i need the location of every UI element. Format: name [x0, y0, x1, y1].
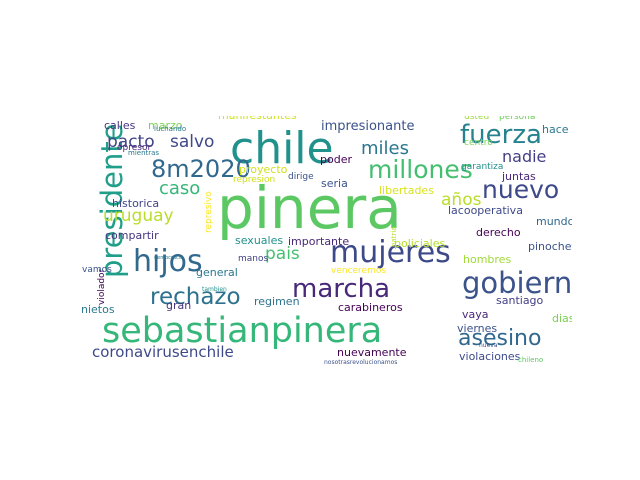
word-pais: pais	[265, 244, 300, 264]
word-patria: patria	[390, 226, 398, 247]
word-miles: miles	[361, 138, 409, 159]
word-tambien: tambien	[202, 286, 227, 293]
word-asesino: asesino	[458, 326, 542, 351]
word-gran: gran	[166, 299, 192, 312]
word-democracia: democracia	[154, 255, 184, 261]
word-salvo: salvo	[170, 132, 215, 152]
word-violador: violador	[97, 268, 107, 305]
word-marzo: marzo	[148, 119, 183, 132]
word-nuevamente: nuevamente	[337, 346, 407, 359]
word-sexuales: sexuales	[235, 234, 284, 247]
word-nadie: nadie	[502, 147, 547, 166]
word-millones: millones	[368, 155, 473, 184]
word-mundo: mundo	[536, 215, 572, 228]
word-coronavirusenchile: coronavirusenchile	[92, 343, 234, 361]
word-8m2020: 8m2020	[151, 155, 251, 183]
word-centro: centro	[464, 138, 493, 148]
word-manos: manos	[238, 254, 269, 264]
word-santiago: santiago	[496, 294, 544, 307]
word-marcha: marcha	[292, 274, 391, 304]
word-fuerza: fuerza	[460, 120, 542, 150]
word-garantiza: garantiza	[461, 162, 504, 172]
word-nietos: nietos	[81, 303, 115, 316]
word-regimen: regimen	[254, 295, 300, 308]
word-juntas: juntas	[502, 170, 536, 183]
word-uruguay: uruguay	[103, 206, 174, 226]
word-viernes: viernes	[457, 322, 498, 335]
word-calles: calles	[104, 119, 136, 132]
word-pacto: pacto	[107, 132, 155, 152]
word-vaya: vaya	[462, 308, 489, 321]
word-policiales: policiales	[394, 237, 446, 250]
word-dirige: dirige	[288, 172, 314, 182]
word-nuevo: nuevo	[482, 175, 560, 204]
word-historica: historica	[112, 197, 160, 210]
word-caso: caso	[159, 178, 201, 199]
word-compartir: compartir	[105, 229, 159, 242]
word-usted: usted	[464, 116, 490, 122]
word-dias: dias	[552, 312, 572, 325]
word-nueva: nueva	[479, 342, 498, 349]
word-mientras: mientras	[128, 149, 160, 157]
word-poder: poder	[320, 153, 352, 166]
word-manifestantes: manifestantes	[218, 116, 297, 121]
word-gobierno: gobierno	[462, 266, 572, 300]
word-pinochet: pinochet	[528, 240, 572, 253]
word-luchando: luchando	[154, 125, 187, 133]
word-represion: represion	[233, 175, 276, 185]
word-anos: años	[441, 190, 482, 210]
word-proyecto: proyecto	[239, 163, 288, 176]
word-libertades: libertades	[379, 184, 434, 197]
word-seria: seria	[321, 177, 348, 190]
word-hombres: hombres	[463, 253, 512, 266]
word-mujeres: mujeres	[330, 235, 451, 270]
word-venceremos: venceremos	[331, 266, 387, 276]
word-chileno: chileno	[518, 356, 544, 364]
word-hace: hace	[542, 123, 569, 136]
word-hijos: hijos	[133, 244, 203, 279]
word-impresionante: impresionante	[321, 119, 415, 134]
word-general: general	[196, 266, 238, 279]
word-sebastianpinera: sebastianpinera	[102, 311, 383, 351]
word-vamos: vamos	[82, 265, 112, 275]
word-derecho: derecho	[476, 226, 521, 239]
word-persona: persona	[499, 116, 536, 122]
word-represivo: represivo	[204, 191, 214, 233]
word-nosotrasrevolucionamos: nosotrasrevolucionamos	[324, 359, 398, 366]
word-importante: importante	[288, 235, 350, 248]
word-cloud: pinera sebastianpinera chile mujeres hij…	[78, 116, 572, 367]
word-carabineros: carabineros	[338, 301, 403, 314]
word-violaciones: violaciones	[459, 350, 521, 363]
word-pinera: pinera	[217, 174, 402, 242]
word-opresor: opresor	[117, 143, 152, 153]
word-chile: chile	[230, 123, 334, 174]
word-rechazo: rechazo	[150, 284, 241, 310]
word-lacooperativa: lacooperativa	[448, 204, 523, 217]
